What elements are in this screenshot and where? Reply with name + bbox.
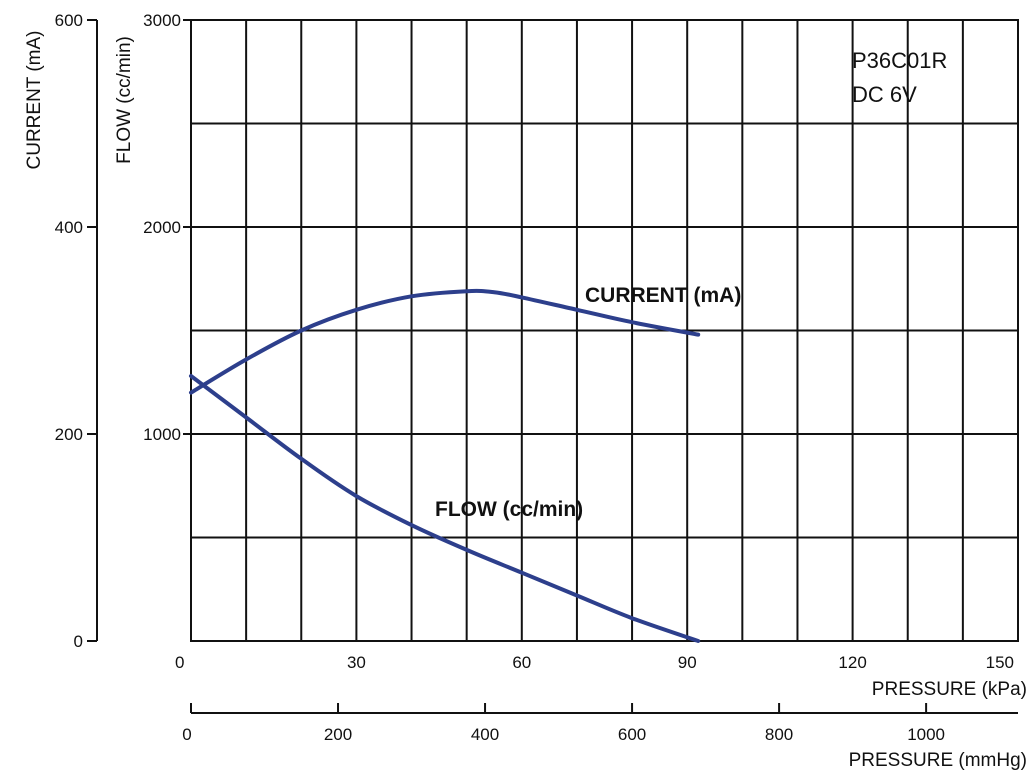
model-annotation: P36C01R <box>852 48 947 73</box>
grid <box>190 19 1019 642</box>
y-tick-label-current: 600 <box>55 11 83 30</box>
x-tick-label-kpa: 120 <box>838 653 866 672</box>
series-line-flow <box>189 374 701 643</box>
y-tick-label-current: 400 <box>55 218 83 237</box>
x-tick-label-mmhg: 200 <box>324 725 352 744</box>
series-line-current <box>189 288 701 395</box>
y-axis-title-current: CURRENT (mA) <box>24 31 45 170</box>
x-tick-label-kpa: 30 <box>347 653 366 672</box>
x-tick-label-mmhg: 400 <box>471 725 499 744</box>
curves <box>189 288 701 643</box>
x-tick-label-mmhg: 600 <box>618 725 646 744</box>
x-tick-label-kpa: 90 <box>678 653 697 672</box>
x-tick-label-mmhg: 0 <box>182 725 191 744</box>
x-axis-title-mmhg: PRESSURE (mmHg) <box>849 750 1027 771</box>
x-tick-label-kpa: 150 <box>986 653 1014 672</box>
x-axis-title-kpa: PRESSURE (kPa) <box>872 679 1027 700</box>
x-tick-label-mmhg: 1000 <box>907 725 945 744</box>
series-label-flow: FLOW (cc/min) <box>435 498 583 521</box>
y-tick-label-current: 200 <box>55 425 83 444</box>
voltage-annotation: DC 6V <box>852 82 917 107</box>
x-tick-label-kpa: 60 <box>512 653 531 672</box>
x-tick-label-mmhg: 800 <box>765 725 793 744</box>
y-tick-label-current: 0 <box>74 632 83 651</box>
y-tick-label-flow: 1000 <box>143 425 181 444</box>
axes: 0 200 400 600 1000 2000 3000 0 30 60 90 120 150 0 200 4… <box>55 11 1018 744</box>
x-tick-label-kpa: 0 <box>175 653 184 672</box>
y-axis-title-flow: FLOW (cc/min) <box>114 36 135 164</box>
y-tick-label-flow: 2000 <box>143 218 181 237</box>
y-tick-label-flow: 3000 <box>143 11 181 30</box>
series-label-current: CURRENT (mA) <box>585 284 741 307</box>
